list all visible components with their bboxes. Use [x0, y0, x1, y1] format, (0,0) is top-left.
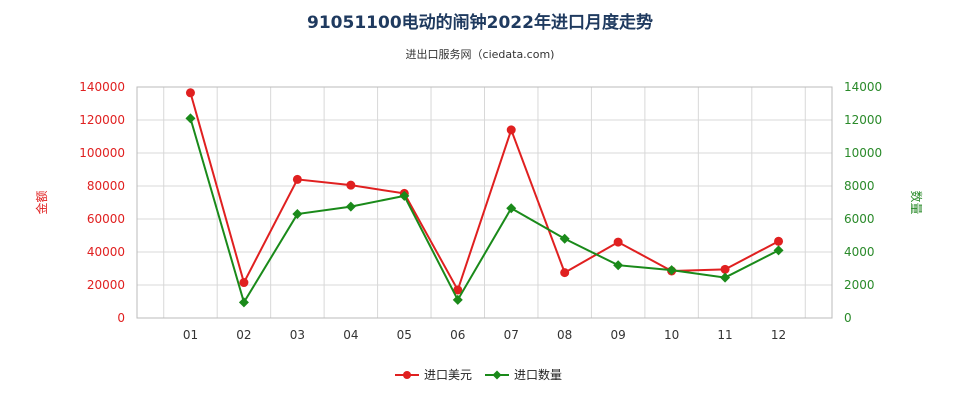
x-tick-label: 06 [450, 328, 465, 342]
series-1-point [560, 268, 570, 278]
series-1-point [774, 236, 784, 246]
series-2-point [559, 233, 570, 244]
x-tick-label: 02 [236, 328, 251, 342]
right-tick-label: 12000 [844, 113, 882, 127]
series-2-point [399, 190, 410, 201]
left-axis-ticks: 0 20000 40000 60000 80000 100000 120000 140000 [79, 80, 125, 325]
plot-frame [136, 86, 833, 319]
left-tick-label: 20000 [87, 278, 125, 292]
series-2-point [720, 272, 731, 283]
legend-marker [492, 370, 502, 380]
right-tick-label: 0 [844, 311, 852, 325]
series-2-point [292, 209, 303, 220]
chart-subtitle: 进出口服务网（ciedata.com) [405, 48, 555, 61]
x-tick-label: 07 [504, 328, 519, 342]
right-tick-label: 4000 [844, 245, 875, 259]
right-tick-label: 8000 [844, 179, 875, 193]
series-2-point [345, 201, 356, 212]
x-tick-label: 03 [290, 328, 305, 342]
left-tick-label: 80000 [87, 179, 125, 193]
right-tick-label: 10000 [844, 146, 882, 160]
series-1-point [613, 237, 623, 247]
series-1-point [239, 278, 249, 288]
x-axis-ticks: 01 02 03 04 05 06 07 08 09 10 11 12 [183, 328, 786, 342]
left-tick-label: 40000 [87, 245, 125, 259]
series-2-point [666, 265, 677, 276]
series-1-point [292, 174, 302, 184]
right-tick-label: 2000 [844, 278, 875, 292]
series-2-point [773, 245, 784, 256]
series-2-point [613, 260, 624, 271]
x-tick-label: 12 [771, 328, 786, 342]
legend-label: 进口美元 [424, 368, 472, 382]
x-tick-label: 10 [664, 328, 679, 342]
series-2-point [238, 297, 249, 308]
left-tick-label: 140000 [79, 80, 125, 94]
series-1-point [185, 88, 195, 98]
series-1-point [506, 125, 516, 135]
left-tick-label: 0 [117, 311, 125, 325]
series-layer [185, 88, 784, 308]
x-tick-label: 01 [183, 328, 198, 342]
left-tick-label: 100000 [79, 146, 125, 160]
series-2-point [452, 294, 463, 305]
series-2-point [506, 203, 517, 214]
series-1-point [453, 285, 463, 295]
series-1-point [720, 264, 730, 274]
left-tick-label: 60000 [87, 212, 125, 226]
left-tick-label: 120000 [79, 113, 125, 127]
right-tick-label: 6000 [844, 212, 875, 226]
legend-marker [403, 371, 411, 379]
right-tick-label: 14000 [844, 80, 882, 94]
legend-label: 进口数量 [514, 367, 562, 382]
x-tick-label: 04 [343, 328, 358, 342]
x-tick-label: 11 [717, 328, 732, 342]
x-tick-label: 09 [611, 328, 626, 342]
right-axis-ticks: 0 2000 4000 6000 8000 10000 12000 14000 [844, 80, 882, 325]
series-2-point [185, 113, 196, 124]
series-line-2 [189, 118, 779, 305]
right-axis-label: 数量 [909, 190, 924, 214]
x-tick-label: 08 [557, 328, 572, 342]
left-axis-label: 金额 [34, 190, 49, 214]
chart-title: 91051100电动的闹钟2022年进口月度走势 [307, 13, 653, 33]
grid [136, 86, 833, 319]
x-tick-label: 05 [397, 328, 412, 342]
legend: 进口美元 进口数量 [395, 367, 562, 382]
series-1-point [346, 180, 356, 190]
